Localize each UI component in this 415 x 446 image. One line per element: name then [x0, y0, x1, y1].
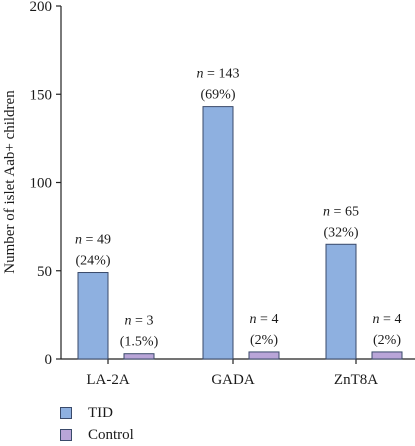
legend: TID Control [60, 402, 134, 446]
data-label-n: n = 65 [323, 204, 359, 219]
x-tick-label: ZnT8A [334, 372, 378, 388]
data-label-pct: (69%) [201, 88, 236, 103]
legend-item-control: Control [60, 424, 134, 446]
y-tick-label: 50 [37, 264, 52, 280]
y-tick-label: 150 [30, 87, 53, 103]
bar-control-la-2a [124, 354, 154, 359]
legend-item-tid: TID [60, 402, 134, 424]
bar-tid-gada [203, 107, 233, 359]
legend-swatch-control [60, 429, 72, 441]
y-axis-label: Number of islet Aab+ children [2, 90, 18, 274]
data-label-pct: (1.5%) [120, 335, 159, 350]
data-label-pct: (32%) [324, 225, 359, 240]
bar-tid-la-2a [78, 273, 108, 359]
x-tick-label: LA-2A [86, 372, 129, 388]
data-label-n: n = 49 [75, 233, 111, 248]
data-label-n: n = 143 [197, 67, 240, 82]
data-label-pct: (24%) [76, 254, 111, 269]
legend-label-tid: TID [88, 405, 113, 422]
data-label-n: n = 4 [373, 312, 402, 327]
data-label-pct: (2%) [250, 333, 278, 348]
y-tick-label: 0 [45, 352, 53, 368]
x-tick-label: GADA [211, 372, 254, 388]
data-label-pct: (2%) [373, 333, 401, 348]
legend-swatch-tid [60, 407, 72, 419]
plot-area: 0 50 100 150 200 LA-2A n = 49 (24%) n = 3 (1.5%) G… [30, 0, 415, 388]
bar-control-gada [249, 352, 279, 359]
bar-control-znt8a [372, 352, 402, 359]
legend-label-control: Control [88, 427, 134, 444]
bar-tid-znt8a [326, 244, 356, 359]
data-label-n: n = 3 [125, 314, 154, 329]
y-tick-label: 100 [30, 176, 53, 192]
data-label-n: n = 4 [250, 312, 279, 327]
y-tick-label: 200 [30, 0, 53, 15]
